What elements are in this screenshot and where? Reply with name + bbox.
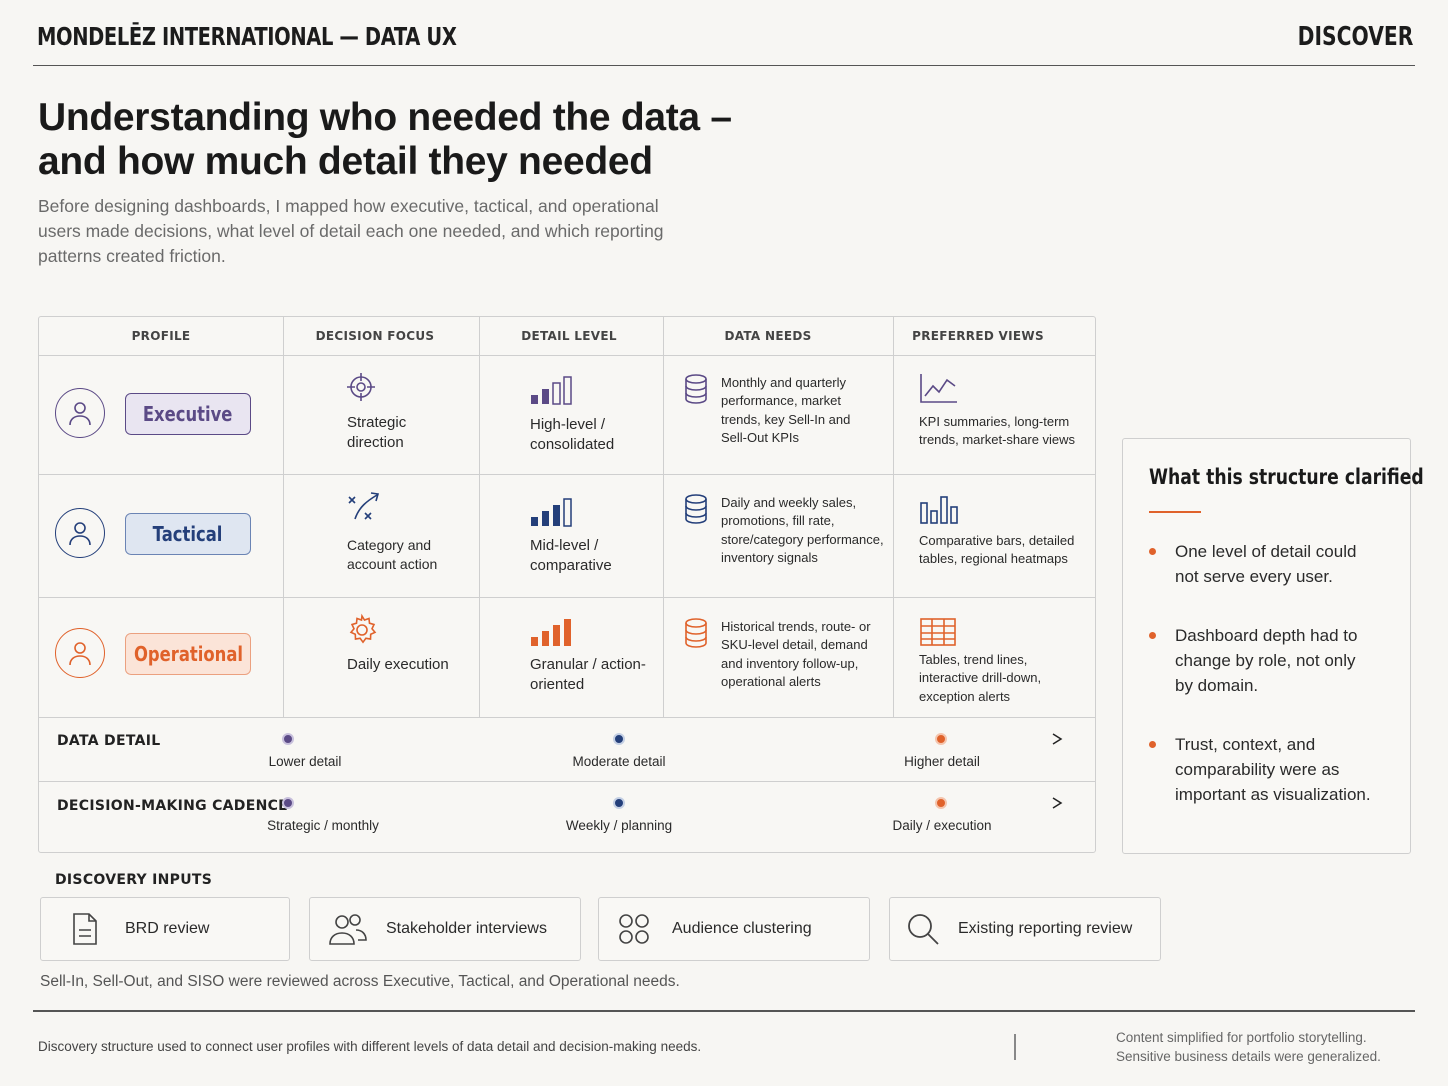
- divider: [893, 317, 894, 717]
- brand-title: MONDELĒZ INTERNATIONAL — DATA UX: [37, 22, 457, 51]
- preferred-views: KPI summaries, long-term trends, market-…: [919, 414, 1076, 448]
- decision-focus: Category and account action: [347, 537, 438, 572]
- insight-item: One level of detail could not serve ever…: [1149, 539, 1375, 589]
- gear-icon: [349, 613, 377, 644]
- divider: [39, 474, 1095, 475]
- table-icon: [920, 618, 956, 646]
- preferred-views: Tables, trend lines, interactive drill-d…: [919, 652, 1042, 704]
- document-icon: [73, 913, 97, 945]
- user-icon: [55, 508, 105, 558]
- divider: [39, 355, 1095, 356]
- data-detail-scale: [282, 733, 1063, 745]
- footer-disclaimer: Content simplified for portfolio storyte…: [1116, 1028, 1381, 1066]
- detail-level: Granular / action-oriented: [530, 656, 646, 693]
- insight-item: Dashboard depth had to change by role, n…: [1149, 623, 1375, 698]
- data-needs: Daily and weekly sales, promotions, fill…: [721, 495, 884, 565]
- bullet-icon: [1149, 741, 1156, 748]
- scale-tick: Moderate detail: [572, 754, 666, 769]
- divider: [39, 597, 1095, 598]
- scale-tick: Higher detail: [904, 754, 980, 769]
- data-needs: Monthly and quarterly performance, marke…: [721, 375, 851, 445]
- input-card-interviews: Stakeholder interviews: [309, 897, 581, 961]
- column-header: DETAIL LEVEL: [521, 329, 617, 343]
- bar-chart-icon: [920, 496, 958, 524]
- bullet-icon: [1149, 632, 1156, 639]
- accent-rule: [1149, 511, 1201, 513]
- column-header: DATA NEEDS: [724, 329, 812, 343]
- insights-title: What this structure clarified: [1149, 465, 1424, 489]
- disclaimer-line: Content simplified for portfolio storyte…: [1116, 1030, 1367, 1045]
- search-icon: [908, 914, 939, 945]
- divider: [283, 317, 284, 717]
- strategy-play-icon: [348, 492, 380, 520]
- signal-bars-low-icon: [531, 376, 572, 405]
- insight-item: Trust, context, and comparability were a…: [1149, 732, 1375, 807]
- input-label: Audience clustering: [672, 920, 812, 937]
- preferred-views: Comparative bars, detailed tables, regio…: [919, 533, 1075, 567]
- decision-focus: Strategic direction: [347, 414, 407, 451]
- column-header: PROFILE: [131, 329, 191, 343]
- insights-panel: What this structure clarified One level …: [1122, 438, 1424, 854]
- bullet-icon: [1149, 548, 1156, 555]
- divider: [663, 317, 664, 717]
- data-needs: Historical trends, route- or SKU-level d…: [721, 619, 871, 689]
- divider: [39, 781, 1095, 782]
- detail-level: Mid-level / comparative: [530, 537, 612, 574]
- database-icon: [685, 374, 707, 404]
- scale-tick: Strategic / monthly: [267, 818, 379, 833]
- decision-focus: Daily execution: [347, 656, 449, 673]
- divider: [39, 717, 1095, 718]
- scale-label: DATA DETAIL: [57, 733, 161, 749]
- page-title: Understanding who needed the data – and …: [38, 96, 732, 183]
- signal-bars-mid-icon: [531, 498, 572, 527]
- input-card-brd: BRD review: [40, 897, 290, 961]
- inputs-note: Sell-In, Sell-Out, and SISO were reviewe…: [40, 973, 680, 990]
- profile-badge-executive: Executive: [125, 393, 251, 435]
- profile-matrix: PROFILE DECISION FOCUS DETAIL LEVEL DATA…: [38, 316, 1096, 853]
- cluster-icon: [619, 914, 649, 944]
- user-icon: [55, 628, 105, 678]
- scale-tick: Lower detail: [268, 754, 342, 769]
- input-label: Existing reporting review: [958, 920, 1133, 937]
- profile-badge-operational: Operational: [125, 633, 251, 675]
- page-header: MONDELĒZ INTERNATIONAL — DATA UX DISCOVE…: [33, 22, 1415, 66]
- input-card-clustering: Audience clustering: [598, 897, 870, 961]
- database-icon: [685, 494, 707, 524]
- footer-separator: [1014, 1034, 1016, 1060]
- people-icon: [329, 914, 367, 945]
- cadence-scale: [282, 797, 1063, 809]
- signal-bars-full-icon: [531, 619, 571, 646]
- column-header: DECISION FOCUS: [315, 329, 435, 343]
- user-icon: [55, 388, 105, 438]
- database-icon: [685, 618, 707, 648]
- inputs-label: DISCOVERY INPUTS: [55, 872, 213, 888]
- input-label: Stakeholder interviews: [386, 920, 547, 937]
- column-header: PREFERRED VIEWS: [912, 329, 1044, 343]
- divider: [479, 317, 480, 717]
- input-label: BRD review: [125, 920, 210, 937]
- line-chart-icon: [920, 374, 957, 403]
- section-tag: DISCOVER: [1297, 22, 1413, 52]
- scale-tick: Weekly / planning: [565, 818, 673, 833]
- target-icon: [347, 373, 375, 401]
- scale-label: DECISION-MAKING CADENCE: [57, 798, 289, 814]
- footer-divider: [33, 1010, 1415, 1012]
- scale-tick: Daily / execution: [892, 818, 992, 833]
- profile-badge-tactical: Tactical: [125, 513, 251, 555]
- disclaimer-line: Sensitive business details were generali…: [1116, 1049, 1381, 1064]
- input-card-reporting: Existing reporting review: [889, 897, 1161, 961]
- detail-level: High-level / consolidated: [530, 416, 615, 453]
- page-subtitle: Before designing dashboards, I mapped ho…: [38, 196, 664, 266]
- footer-caption: Discovery structure used to connect user…: [38, 1039, 702, 1054]
